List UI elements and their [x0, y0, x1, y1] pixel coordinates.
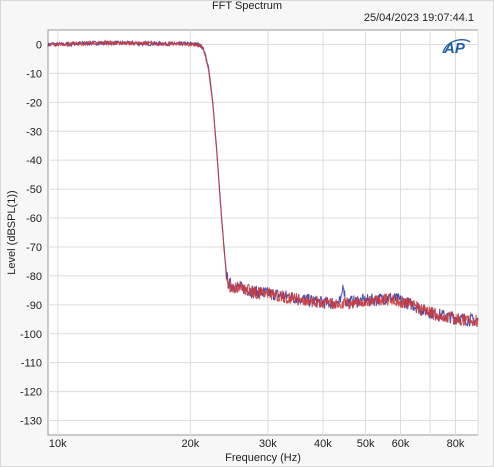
- x-tick-label: 30k: [259, 438, 277, 450]
- y-axis-ticks: 0 -10 -20 -30 -40 -50 -60 -70 -80 -90 -100 -110 -120…: [20, 39, 42, 427]
- x-axis-label: Frequency (Hz): [225, 452, 301, 464]
- y-axis-label: Level (dBSPL(1)): [6, 190, 18, 274]
- x-tick-label: 40k: [314, 438, 332, 450]
- series-layer: [47, 39, 479, 328]
- logo-swoosh: [442, 39, 471, 54]
- grid: [48, 30, 479, 435]
- series-line: [47, 39, 479, 327]
- ap-logo: AP: [442, 39, 471, 57]
- y-tick-label: -70: [26, 242, 42, 254]
- plot-area: [47, 29, 479, 436]
- chart-title: FFT Spectrum: [211, 0, 283, 12]
- y-tick-label: -60: [26, 213, 42, 225]
- y-tick-label: -50: [26, 184, 42, 196]
- x-tick-label: 10k: [49, 438, 67, 450]
- y-tick-label: -30: [26, 126, 42, 138]
- y-tick-label: -10: [26, 68, 42, 80]
- y-tick-label: -110: [21, 358, 42, 370]
- y-tick-label: -130: [20, 416, 42, 428]
- y-tick-label: -80: [26, 271, 42, 283]
- y-tick-label: -20: [26, 97, 42, 109]
- y-tick-label: -90: [26, 300, 42, 312]
- y-tick-label: -100: [20, 329, 42, 341]
- x-tick-label: 80k: [447, 438, 465, 450]
- y-tick-label: 0: [36, 39, 42, 51]
- x-tick-label: 20k: [181, 438, 199, 450]
- logo-text: AP: [443, 40, 466, 57]
- x-tick-label: 60k: [392, 438, 410, 450]
- y-tick-label: -120: [20, 387, 42, 399]
- timestamp: 25/04/2023 19:07:44.1: [363, 12, 474, 24]
- x-tick-label: 50k: [357, 438, 375, 450]
- x-axis-ticks: 10k 20k 30k 40k 50k 60k 80k: [49, 438, 465, 450]
- y-tick-label: -40: [26, 155, 42, 167]
